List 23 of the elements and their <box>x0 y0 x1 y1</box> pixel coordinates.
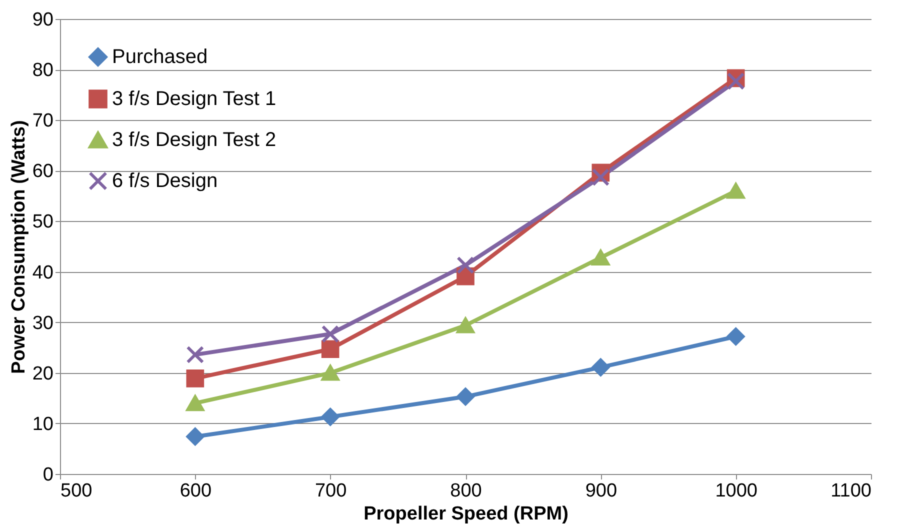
y-tick-label: 90 <box>32 10 54 30</box>
x-tick-label: 600 <box>180 480 212 502</box>
x-tick-label: 800 <box>450 480 482 502</box>
legend-label: Purchased <box>112 46 208 68</box>
y-axis-title: Power Consumption (Watts) <box>8 120 30 374</box>
y-tick-label: 30 <box>32 312 54 334</box>
x-tick-label: 1000 <box>715 480 758 502</box>
y-tick-label: 40 <box>32 262 54 284</box>
x-axis-title: Propeller Speed (RPM) <box>364 504 568 524</box>
x-tick-label: 1100 <box>830 480 872 502</box>
x-tick-label: 700 <box>314 480 347 502</box>
y-tick-label: 0 <box>42 464 54 486</box>
x-tick-label: 900 <box>585 480 618 502</box>
y-tick-label: 60 <box>32 161 54 182</box>
legend-label: 3 f/s Design Test 1 <box>112 88 276 110</box>
y-tick-label: 50 <box>32 212 54 233</box>
x-tick-label: 500 <box>60 480 92 502</box>
y-tick-label: 10 <box>32 414 54 435</box>
y-tick-label: 80 <box>32 60 54 82</box>
legend-label: 6 f/s Design <box>112 170 218 192</box>
y-tick-label: 20 <box>32 363 54 384</box>
legend-label: 3 f/s Design Test 2 <box>112 129 276 151</box>
y-tick-label: 70 <box>32 110 54 132</box>
